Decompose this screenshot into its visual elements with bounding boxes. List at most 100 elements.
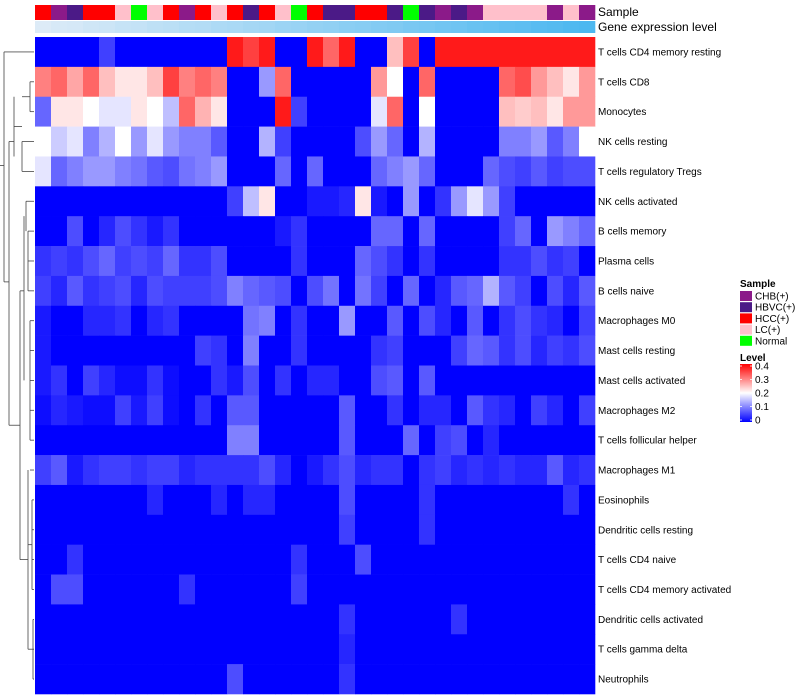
heatmap-cell [35,574,52,605]
heatmap-cell [419,574,436,605]
heatmap-cell [547,365,564,396]
heatmap-cell [435,246,452,277]
heatmap-cell [435,186,452,217]
heatmap-cell [339,604,356,635]
heatmap-cell [211,216,228,247]
heatmap-cell [291,634,308,665]
sample-cell [211,5,228,20]
heatmap-cell [563,37,580,68]
heatmap-cell [115,514,132,545]
heatmap-cell [499,365,516,396]
sample-cell [339,5,356,20]
expression-cell [147,21,164,33]
heatmap-cell [99,395,116,426]
heatmap-cell [515,484,532,516]
heatmap-cell [355,66,372,98]
heatmap-cell [83,604,100,635]
heatmap-cell [563,544,580,575]
heatmap-cell [99,335,116,366]
heatmap-cell [547,126,564,157]
heatmap-cell [99,246,116,277]
heatmap-cell [563,275,580,307]
heatmap-cell [275,514,292,545]
heatmap-cell [243,484,260,516]
heatmap-cell [387,66,404,98]
heatmap-cell [355,186,372,217]
heatmap-cell [195,604,212,635]
heatmap-cell [275,126,292,157]
heatmap-cell [403,425,420,456]
heatmap-cell [211,395,228,426]
heatmap-cell [547,634,564,665]
legend-swatch [740,302,752,313]
heatmap-cell [499,514,516,545]
heatmap-cell [35,335,52,366]
heatmap-cell [531,455,548,486]
heatmap-cell [387,484,404,516]
heatmap-cell [259,425,276,456]
heatmap-cell [467,246,484,277]
heatmap-cell [51,425,68,456]
heatmap-cell [51,96,68,127]
row-labels: T cells CD4 memory resting T cells CD8 Mon… [598,47,731,685]
expression-cell [339,21,356,33]
heatmap-cell [547,395,564,426]
heatmap-cell [339,37,356,68]
heatmap-cell [547,425,564,456]
heatmap-cell [35,37,52,68]
heatmap-cell [195,66,212,98]
heatmap-cell [579,126,596,157]
heatmap-cell [307,186,324,217]
heatmap-cell [419,634,436,665]
heatmap-cell [579,664,596,695]
heatmap-cell [435,305,452,336]
heatmap-cell [323,395,340,426]
heatmap-cell [323,425,340,456]
heatmap-cell [579,66,596,98]
expression-cell [275,21,292,33]
heatmap-cell [387,544,404,575]
heatmap-cell [371,455,388,486]
heatmap-cell [467,186,484,217]
heatmap-cell [275,186,292,217]
heatmap-cell [131,544,148,575]
heatmap-cell [467,664,484,695]
heatmap-cell [323,305,340,336]
heatmap-cell [291,37,308,68]
heatmap-cell [307,484,324,516]
heatmap-cell [451,455,468,486]
heatmap-cell [579,37,596,68]
sample-cell [307,5,324,20]
heatmap-cell [579,96,596,127]
heatmap-cell [339,126,356,157]
heatmap-cell [147,604,164,635]
heatmap-cell [83,484,100,516]
heatmap-cell [323,37,340,68]
heatmap-cell [419,544,436,575]
heatmap-cell [35,634,52,665]
heatmap-cell [323,216,340,247]
heatmap-cell [419,664,436,695]
heatmap-cell [259,664,276,695]
sample-cell [387,5,404,20]
heatmap-cell [147,395,164,426]
heatmap-cell [435,574,452,605]
sample-cell [147,5,164,20]
heatmap-cell [403,455,420,486]
heatmap-cell [227,664,244,695]
heatmap-cell [355,126,372,157]
heatmap-cell [115,37,132,68]
legend-label: HBVC(+) [755,303,795,314]
heatmap-cell [323,544,340,575]
heatmap-cell [531,246,548,277]
heatmap-cell [275,305,292,336]
heatmap-cell [339,246,356,277]
heatmap-cell [467,634,484,665]
heatmap-cell [259,574,276,605]
heatmap-cell [339,96,356,127]
expression-cell [467,21,484,33]
heatmap-cell [547,544,564,575]
heatmap-cell [355,216,372,247]
heatmap-cell [403,246,420,277]
heatmap-cell [323,455,340,486]
